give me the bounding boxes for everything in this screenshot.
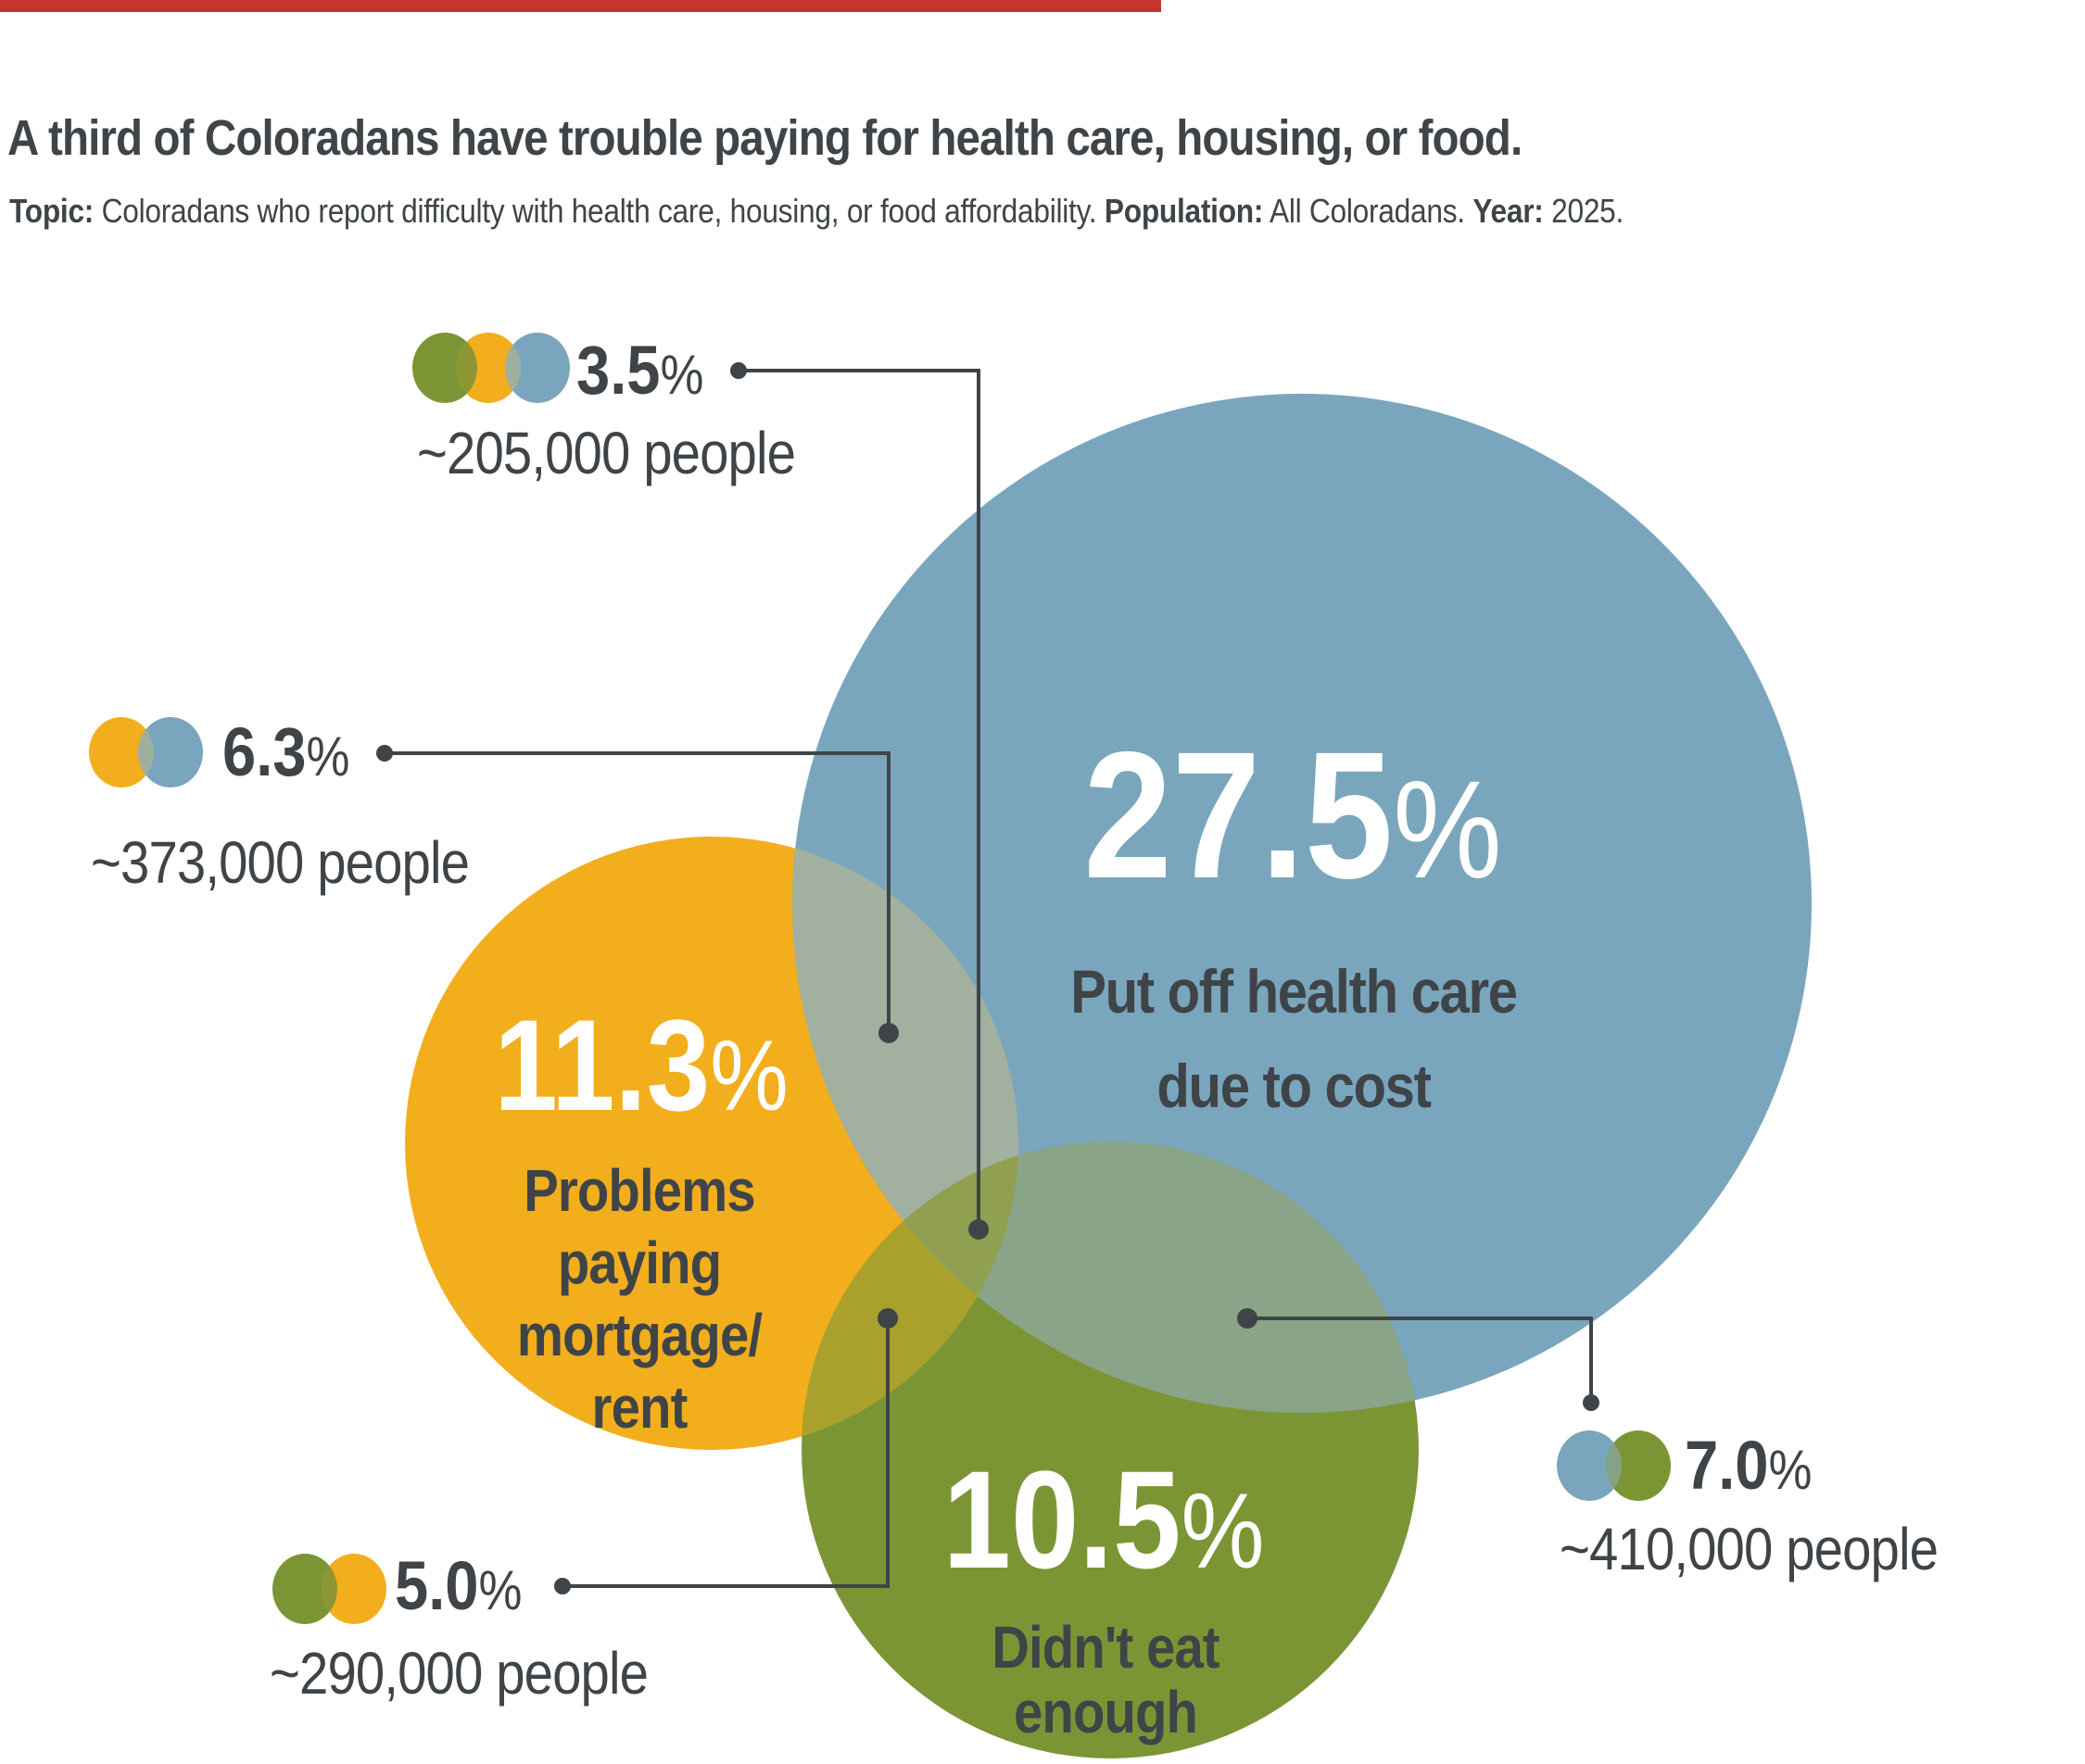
topic-text: Coloradans who report difficulty with he… (101, 192, 1097, 230)
callout-housing-food-value: 5.0% (395, 1552, 522, 1620)
value: 5.0 (395, 1547, 479, 1624)
callout-all-three-people: ~205,000 people (417, 420, 796, 486)
value: 27.5 (1083, 714, 1394, 916)
food-label-line2: enough (1013, 1679, 1198, 1745)
connector-all-three (739, 369, 980, 1229)
percent-sign: % (710, 1019, 789, 1131)
food-value: 10.5% (943, 1450, 1265, 1589)
legend-icon-housing-food (272, 1554, 386, 1624)
percent-sign: % (660, 344, 704, 406)
value: 3.5 (576, 332, 661, 409)
population-text: All Coloradans. (1269, 192, 1465, 230)
callout-all-three-value: 3.5% (576, 336, 703, 405)
connector-dot (1237, 1308, 1257, 1329)
year-text: 2025. (1551, 192, 1624, 230)
connector-dot (554, 1578, 571, 1594)
legend-icon-housing-health (89, 717, 203, 788)
topic-label: Topic: (9, 192, 95, 230)
callout-housing-food-people: ~290,000 people (270, 1640, 649, 1707)
callout-housing-health-value: 6.3% (222, 718, 349, 787)
percent-sign: % (1393, 751, 1502, 907)
connector-dot (968, 1219, 989, 1240)
connector-housing-health (385, 751, 891, 1033)
connector-housing-food (562, 1318, 890, 1588)
connector-dot (878, 1308, 898, 1329)
housing-value: 11.3% (494, 1001, 789, 1130)
connector-dot (730, 362, 747, 379)
connector-dot (878, 1023, 899, 1043)
housing-label-line2: paying (557, 1229, 722, 1296)
value: 6.3 (222, 713, 307, 790)
housing-label-line3: mortgage/ (516, 1302, 763, 1368)
value: 10.5 (942, 1442, 1182, 1597)
health-care-value: 27.5% (1083, 725, 1501, 906)
callout-housing-health-people: ~373,000 people (91, 829, 470, 896)
subtitle: Topic: Coloradans who report difficulty … (9, 192, 1624, 231)
overlap-housing-food (802, 1141, 1018, 1450)
connector-dot (1583, 1394, 1599, 1411)
page-title: A third of Coloradans have trouble payin… (7, 110, 1523, 166)
callout-health-food-value: 7.0% (1685, 1431, 1812, 1500)
year-label: Year: (1472, 192, 1544, 230)
percent-sign: % (478, 1559, 523, 1621)
housing-label-line1: Problems (524, 1157, 755, 1224)
percent-sign: % (1768, 1439, 1813, 1501)
value: 7.0 (1685, 1427, 1769, 1504)
percent-sign: % (1181, 1472, 1265, 1591)
housing-label-line4: rent (591, 1374, 689, 1441)
connector-health-food (1247, 1317, 1593, 1403)
accent-bar (0, 0, 1161, 12)
callout-health-food-people: ~410,000 people (1560, 1516, 1939, 1582)
value: 11.3 (494, 992, 711, 1138)
legend-icon-all-three (412, 333, 570, 403)
connector-dot (376, 745, 393, 762)
legend-icon-health-food (1557, 1430, 1671, 1501)
food-label-line1: Didn't eat (992, 1614, 1219, 1681)
population-label: Population: (1104, 192, 1264, 230)
health-care-label-line2: due to cost (1156, 1052, 1432, 1120)
percent-sign: % (306, 725, 350, 788)
health-care-label-line1: Put off health care (1070, 957, 1518, 1026)
